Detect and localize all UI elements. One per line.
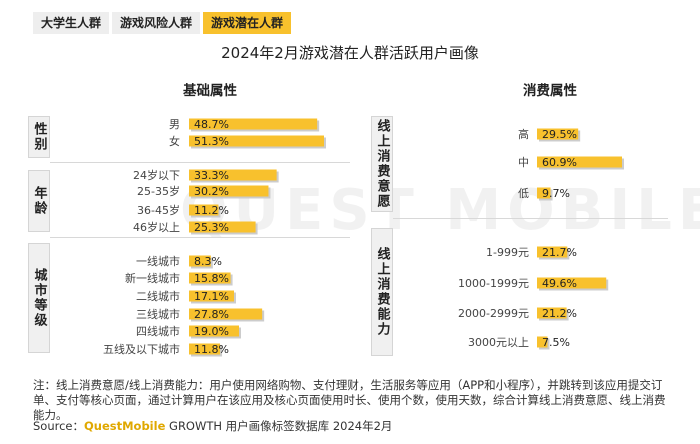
bar (189, 185, 269, 197)
category-label: 二线城市 (136, 289, 180, 303)
bar (189, 135, 324, 147)
value-label: 15.8% (194, 272, 229, 285)
questmobile-logo-text: QuestMobile (84, 419, 166, 433)
group-label-consumption-ability-text: 线上消费能力 (374, 247, 390, 337)
value-label: 11.8% (194, 343, 229, 356)
category-label: 24岁以下 (133, 168, 180, 182)
value-label: 17.1% (194, 290, 229, 303)
value-label: 21.7% (542, 246, 577, 259)
category-label: 高 (518, 127, 529, 141)
value-label: 48.7% (194, 118, 229, 131)
divider-willingness-ability (393, 218, 668, 219)
group-label-age: 年龄 (28, 170, 50, 232)
value-label: 19.0% (194, 325, 229, 338)
bar (189, 325, 239, 337)
bar (537, 246, 568, 258)
category-label: 中 (518, 156, 529, 169)
bar (537, 156, 622, 168)
group-label-consumption-ability: 线上消费能力 (371, 228, 393, 356)
source-line: Source：QuestMobile GROWTH 用户画像标签数据库 2024… (33, 418, 392, 434)
value-label: 25.3% (194, 221, 229, 234)
bar (537, 277, 607, 289)
page-title: 2024年2月游戏潜在人群活跃用户画像 (221, 44, 479, 62)
category-label: 三线城市 (136, 307, 180, 321)
category-label: 五线及以下城市 (103, 342, 180, 356)
source-rest: GROWTH 用户画像标签数据库 2024年2月 (165, 419, 393, 433)
divider-age-city (50, 237, 350, 238)
tab-bar: 大学生人群 游戏风险人群 游戏潜在人群 (33, 12, 292, 34)
value-label: 9.7% (542, 187, 570, 200)
category-label: 36-45岁 (137, 203, 180, 217)
group-label-city-tier: 城市等级 (28, 243, 50, 353)
group-label-consumption-willingness-text: 线上消费意愿 (374, 119, 390, 209)
value-label: 8.3% (194, 255, 222, 268)
category-label: 一线城市 (136, 254, 180, 268)
bar (537, 128, 579, 140)
value-label: 27.8% (194, 308, 229, 321)
category-label: 男 (169, 118, 180, 131)
category-label: 女 (169, 134, 180, 148)
value-label: 30.2% (194, 185, 229, 198)
footnote: 注：线上消费意愿/线上消费能力：用户使用网络购物、支付理财，生活服务等应用（AP… (33, 378, 666, 422)
group-label-gender-text: 性别 (31, 122, 47, 152)
panel-title-consumption: 消费属性 (523, 83, 577, 99)
bar (189, 255, 211, 267)
bar (189, 221, 256, 233)
value-label: 60.9% (542, 156, 577, 169)
group-label-city-tier-text: 城市等级 (31, 268, 47, 328)
bar (189, 118, 318, 130)
bar (189, 272, 231, 284)
category-label: 低 (518, 187, 529, 200)
category-label: 46岁以上 (133, 220, 180, 234)
category-label: 25-35岁 (137, 184, 180, 198)
value-label: 33.3% (194, 169, 229, 182)
bar (189, 204, 219, 216)
bar (537, 307, 567, 319)
divider-gender-age (50, 162, 350, 163)
tab-college-students[interactable]: 大学生人群 (33, 12, 110, 34)
group-label-consumption-willingness: 线上消费意愿 (371, 116, 393, 212)
category-label: 1000-1999元 (458, 277, 529, 290)
value-label: 21.2% (542, 307, 577, 320)
value-label: 29.5% (542, 128, 577, 141)
group-label-gender: 性别 (28, 116, 50, 158)
bar (537, 187, 551, 199)
tab-gaming-risk-users[interactable]: 游戏风险人群 (112, 12, 201, 34)
bar (189, 169, 277, 181)
bar (189, 343, 221, 355)
category-label: 1-999元 (486, 246, 529, 259)
bar (189, 290, 234, 302)
bar (189, 308, 263, 320)
tab-gaming-potential-users[interactable]: 游戏潜在人群 (203, 12, 292, 34)
value-label: 7.5% (542, 336, 570, 349)
group-label-age-text: 年龄 (31, 186, 47, 216)
panel-title-basic: 基础属性 (183, 83, 237, 99)
bar (537, 336, 548, 348)
category-label: 新一线城市 (125, 271, 180, 285)
category-label: 2000-2999元 (458, 307, 529, 320)
category-label: 四线城市 (136, 324, 180, 338)
value-label: 49.6% (542, 277, 577, 290)
value-label: 11.2% (194, 204, 229, 217)
category-label: 3000元以上 (468, 336, 529, 349)
source-prefix: Source： (33, 419, 84, 433)
value-label: 51.3% (194, 135, 229, 148)
